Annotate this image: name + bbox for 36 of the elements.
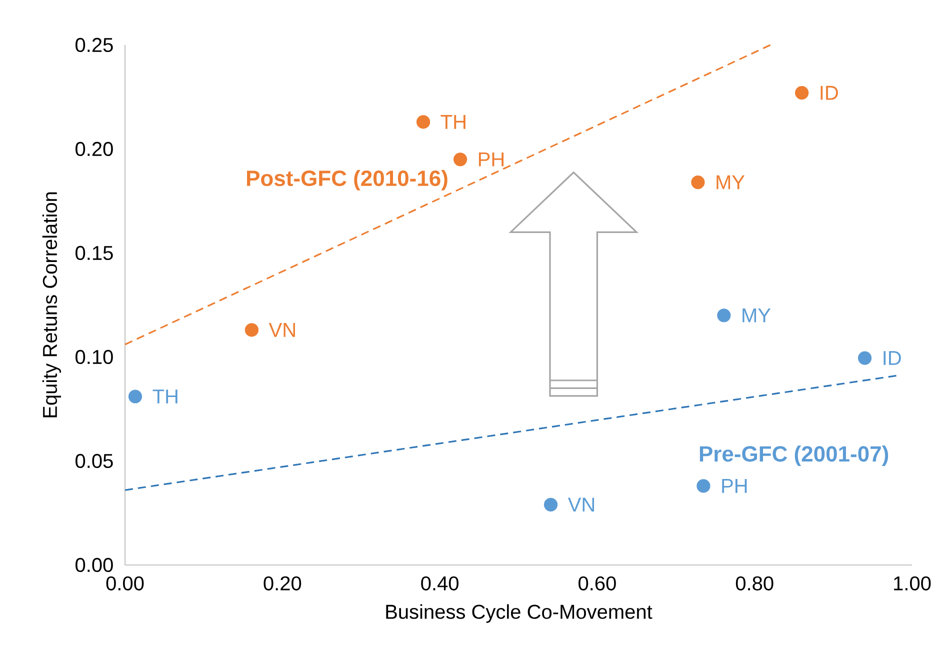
point bbox=[696, 479, 710, 493]
y-tick-label: 0.20 bbox=[76, 142, 113, 156]
point bbox=[691, 175, 705, 190]
point bbox=[858, 351, 872, 365]
x-tick-label: 0.60 bbox=[578, 576, 616, 590]
y-tick-label: 0.00 bbox=[76, 558, 113, 572]
annotation: TH bbox=[440, 115, 466, 129]
x-tick-label: 1.00 bbox=[894, 576, 931, 590]
x-tick-label: 0.40 bbox=[421, 576, 458, 590]
point bbox=[244, 323, 259, 337]
x-tick-label: 0.00 bbox=[106, 576, 144, 590]
point bbox=[416, 115, 430, 129]
series-label: Pre-GFC (2001-07) bbox=[700, 446, 888, 466]
y-tick-label: 0.25 bbox=[76, 38, 113, 52]
annotation: ID bbox=[820, 86, 838, 100]
point bbox=[795, 86, 809, 100]
y-tick-label: 0.15 bbox=[76, 246, 113, 260]
annotation: VN bbox=[268, 323, 295, 337]
y-tick-label: 0.10 bbox=[76, 350, 113, 364]
series-label: Post-GFC (2010-16) bbox=[247, 170, 448, 190]
annotation: MY bbox=[742, 308, 771, 322]
y-axis-title: Equity Retuns Correlation bbox=[42, 192, 62, 418]
annotation: VN bbox=[568, 498, 594, 512]
annotation: PH bbox=[722, 479, 747, 493]
annotation: PH bbox=[478, 152, 504, 166]
x-axis-title: Business Cycle Co-Movement bbox=[386, 604, 652, 623]
annotation: MY bbox=[716, 175, 745, 190]
point bbox=[453, 152, 468, 166]
x-tick-label: 0.80 bbox=[736, 576, 774, 590]
y-tick-label: 0.05 bbox=[76, 454, 113, 468]
annotation: TH bbox=[152, 390, 178, 404]
x-tick-label: 0.20 bbox=[264, 576, 302, 590]
annotation: ID bbox=[884, 351, 901, 365]
point bbox=[128, 390, 142, 404]
point bbox=[544, 498, 558, 512]
point bbox=[717, 308, 731, 322]
